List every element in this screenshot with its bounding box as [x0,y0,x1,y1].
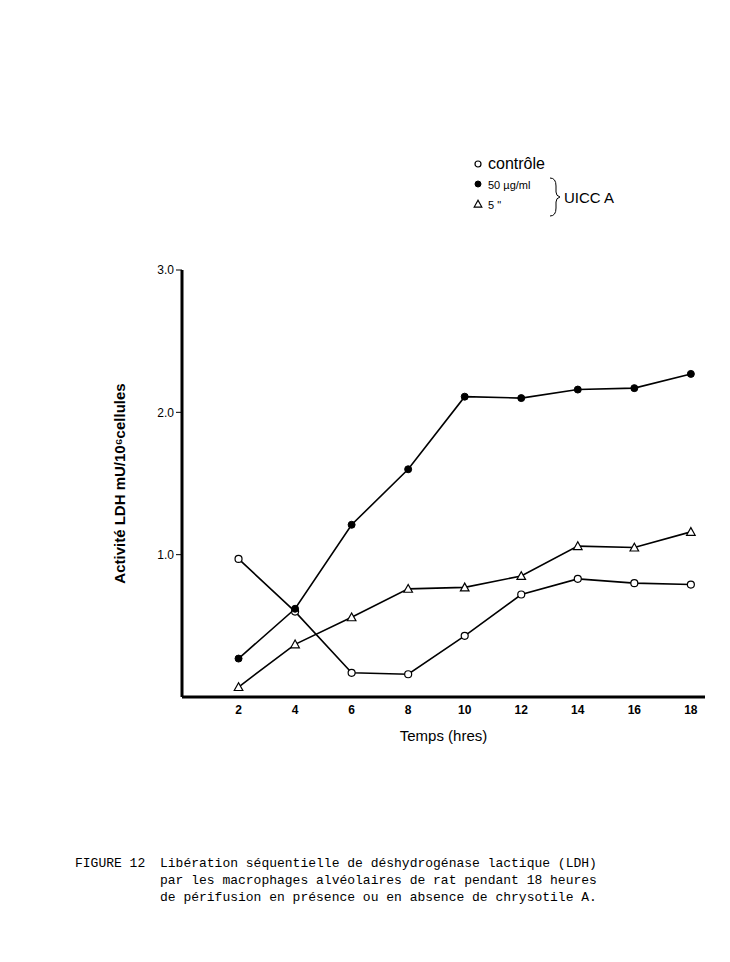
svg-text:6: 6 [348,703,355,717]
svg-text:16: 16 [628,703,642,717]
svg-text:12: 12 [515,703,529,717]
svg-text:10: 10 [458,703,472,717]
svg-text:14: 14 [571,703,585,717]
svg-text:UICC A: UICC A [564,189,614,206]
svg-text:3.0: 3.0 [157,263,174,277]
svg-text:2: 2 [235,703,242,717]
html-text:Libération séquentielle de dés: Libération séquentielle de déshydrogénas… [160,856,597,905]
svg-text:5 ": 5 " [488,199,501,211]
svg-text:50 µg/ml: 50 µg/ml [488,179,530,191]
svg-text:2.0: 2.0 [157,406,174,420]
svg-text:Temps (hres): Temps (hres) [400,727,488,744]
svg-text:4: 4 [292,703,299,717]
svg-text:contrôle: contrôle [488,155,545,172]
svg-text:18: 18 [684,703,698,717]
svg-text:1.0: 1.0 [157,548,174,562]
svg-text:8: 8 [405,703,412,717]
html-text:FIGURE 12: FIGURE 12 [75,856,146,871]
svg-text:Activité LDH mU/10⁶cellules: Activité LDH mU/10⁶cellules [111,383,128,583]
